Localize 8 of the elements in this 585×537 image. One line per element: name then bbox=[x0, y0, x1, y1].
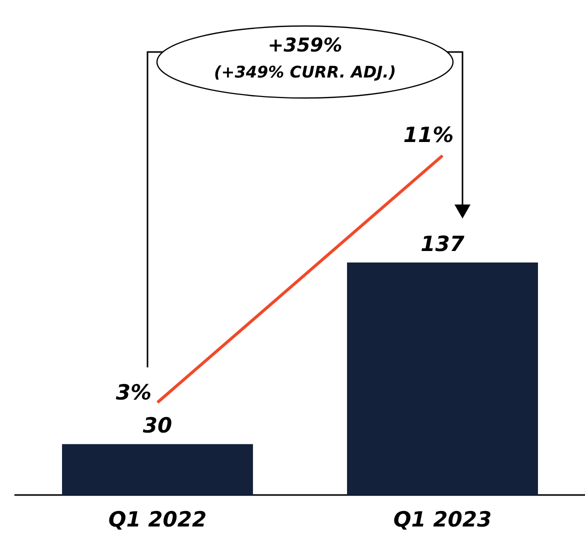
text: (+349% CURR. ADJ.) bbox=[214, 62, 396, 82]
data-label: 3% bbox=[116, 380, 152, 404]
data-label: 11% bbox=[403, 123, 454, 148]
x-tick-label: Q1 2023 bbox=[393, 508, 492, 532]
data-label: 30 bbox=[142, 414, 172, 438]
text: +359% bbox=[268, 34, 342, 56]
x-tick-label: Q1 2022 bbox=[108, 508, 207, 532]
data-label: 137 bbox=[420, 232, 465, 256]
